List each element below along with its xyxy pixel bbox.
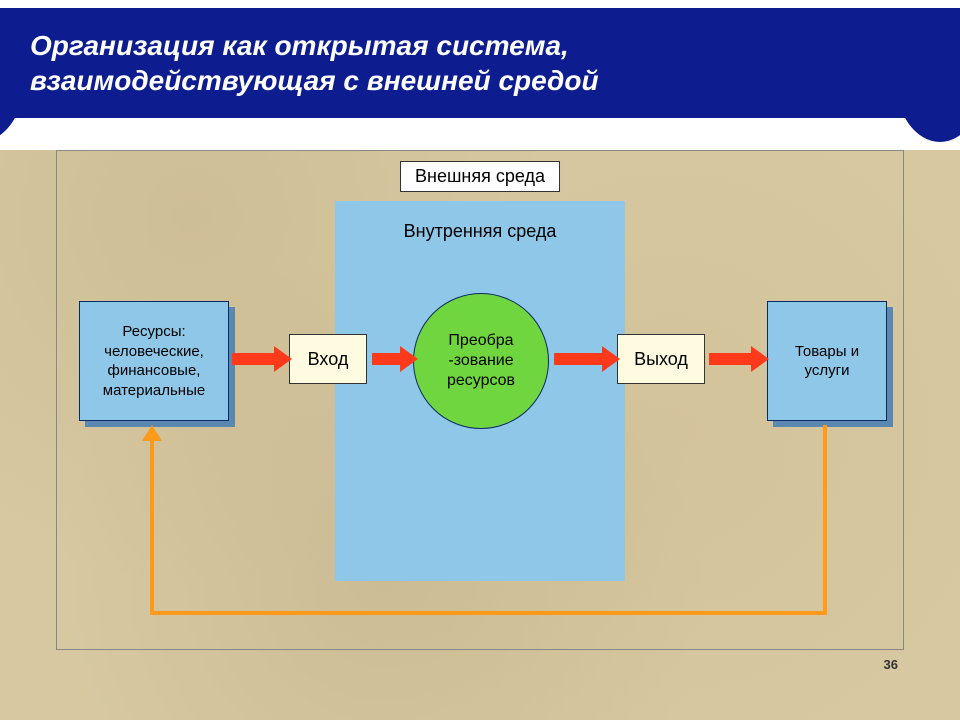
feedback-left-up <box>150 439 154 615</box>
feedback-arrowhead <box>142 425 162 441</box>
output-text: Выход <box>634 349 688 370</box>
slide-title: Организация как открытая система, взаимо… <box>30 28 860 98</box>
slide: Организация как открытая система, взаимо… <box>0 0 960 720</box>
diagram-frame: Внешняя среда Внутренняя среда Ресурсы: … <box>56 150 904 650</box>
feedback-bottom <box>150 611 827 615</box>
page-number: 36 <box>884 657 898 672</box>
output-box: Выход <box>617 334 705 384</box>
resources-box: Ресурсы: человеческие, финансовые, матер… <box>79 301 229 421</box>
transform-circle: Преобра -зование ресурсов <box>413 293 549 429</box>
inner-env-label: Внутренняя среда <box>335 221 625 242</box>
resources-text: Ресурсы: человеческие, финансовые, матер… <box>86 322 222 400</box>
feedback-right-down <box>823 425 827 611</box>
transform-text: Преобра -зование ресурсов <box>422 331 540 391</box>
title-banner: Организация как открытая система, взаимо… <box>0 8 960 118</box>
external-env-label: Внешняя среда <box>400 161 560 192</box>
input-box: Вход <box>289 334 367 384</box>
goods-text: Товары и услуги <box>774 342 880 381</box>
goods-box: Товары и услуги <box>767 301 887 421</box>
external-env-text: Внешняя среда <box>415 166 545 186</box>
inner-env-text: Внутренняя среда <box>404 221 557 241</box>
input-text: Вход <box>308 349 349 370</box>
